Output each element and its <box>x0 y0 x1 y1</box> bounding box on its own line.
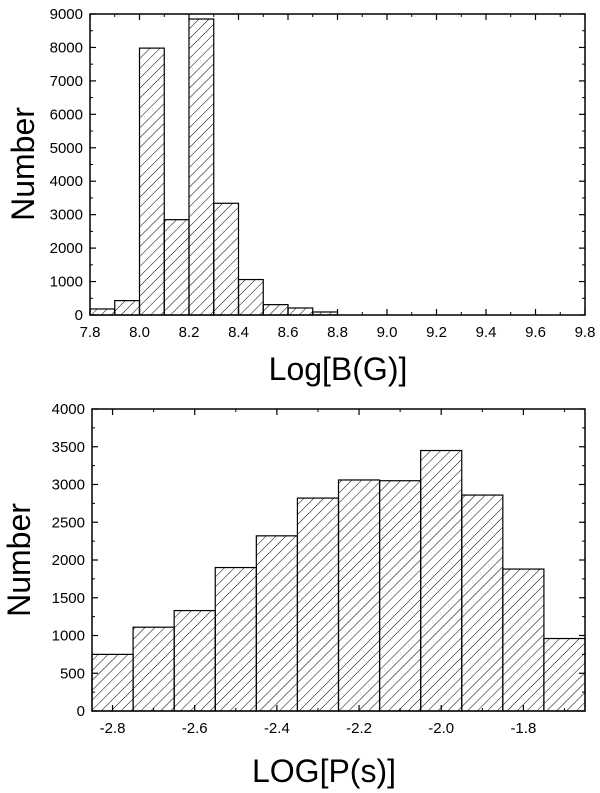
y-tick-label: 0 <box>75 307 83 324</box>
bars-group <box>91 449 586 712</box>
y-tick-label: 1000 <box>50 274 83 291</box>
x-tick-label: 9.6 <box>525 324 546 341</box>
y-tick-label: 3000 <box>50 207 83 224</box>
y-tick-label: 3500 <box>52 439 85 456</box>
histogram-bar <box>237 278 264 316</box>
histogram-bar <box>89 308 116 316</box>
y-tick-label: 2000 <box>50 240 83 257</box>
histogram-bar <box>138 47 165 316</box>
histogram-bar <box>255 535 299 712</box>
y-tick-label: 2000 <box>52 552 85 569</box>
histogram-bar <box>173 609 216 712</box>
x-tick-label: 9.0 <box>377 324 398 341</box>
y-tick-label: 5000 <box>50 140 83 157</box>
x-tick-label: 8.6 <box>278 324 299 341</box>
x-tick-label: -2.8 <box>100 720 126 737</box>
y-tick-label: 500 <box>60 665 85 682</box>
x-axis-title: Log[B(G)] <box>269 351 408 387</box>
y-tick-label: 4000 <box>50 173 83 190</box>
x-tick-label: 8.4 <box>228 324 249 341</box>
histogram-bar <box>213 202 240 316</box>
y-axis-title: Number <box>5 107 41 221</box>
ticks-group: -2.8 -2.6 -2.4 -2.2 -2.0 -1.8 0 500 1000 1500 2000… <box>52 401 585 737</box>
histogram-bar <box>378 480 422 712</box>
x-tick-label: -2.4 <box>264 720 290 737</box>
y-tick-label: 7000 <box>50 73 83 90</box>
histogram-bar <box>132 626 175 712</box>
histogram-bar <box>214 566 257 712</box>
x-tick-label: -2.2 <box>346 720 372 737</box>
histogram-bar <box>188 18 215 316</box>
y-tick-label: 1000 <box>52 628 85 645</box>
x-tick-label: 8.8 <box>327 324 348 341</box>
histogram-bar <box>502 568 545 712</box>
bars-group <box>89 18 339 316</box>
histogram-magnetic-field: 7.8 8.0 8.2 8.4 8.6 8.8 9.0 9.2 9.4 9.6 9.8 0 1000 20… <box>5 6 595 387</box>
x-tick-label: 9.8 <box>575 324 596 341</box>
histogram-bar <box>91 653 134 712</box>
x-tick-label: -2.6 <box>182 720 208 737</box>
histogram-bar <box>163 219 190 316</box>
histogram-bar <box>114 300 141 316</box>
histogram-bar <box>296 497 340 712</box>
x-tick-label: -2.0 <box>428 720 454 737</box>
y-axis-title: Number <box>1 503 37 617</box>
histogram-bar <box>337 479 381 712</box>
x-tick-label: -1.8 <box>510 720 536 737</box>
ticks-group: 7.8 8.0 8.2 8.4 8.6 8.8 9.0 9.2 9.4 9.6 9.8 0 1000 20… <box>50 6 596 341</box>
y-tick-label: 1500 <box>52 590 85 607</box>
x-tick-label: 9.4 <box>476 324 497 341</box>
histogram-bar <box>543 637 586 712</box>
histogram-bar <box>461 494 504 712</box>
y-tick-label: 0 <box>77 703 85 720</box>
y-tick-label: 8000 <box>50 39 83 56</box>
histogram-bar <box>262 304 289 316</box>
y-tick-label: 4000 <box>52 401 85 418</box>
x-axis-title: LOG[P(s)] <box>252 753 396 789</box>
histogram-bar <box>287 307 314 316</box>
x-tick-label: 8.0 <box>129 324 150 341</box>
y-tick-label: 6000 <box>50 106 83 123</box>
x-tick-label: 7.8 <box>80 324 101 341</box>
y-tick-label: 2500 <box>52 514 85 531</box>
histogram-bar <box>420 449 463 712</box>
y-tick-label: 3000 <box>52 477 85 494</box>
x-tick-label: 8.2 <box>179 324 200 341</box>
histogram-period: -2.8 -2.6 -2.4 -2.2 -2.0 -1.8 0 500 1000 1500 2000… <box>1 401 586 789</box>
y-tick-label: 9000 <box>50 6 83 23</box>
x-tick-label: 9.2 <box>426 324 447 341</box>
